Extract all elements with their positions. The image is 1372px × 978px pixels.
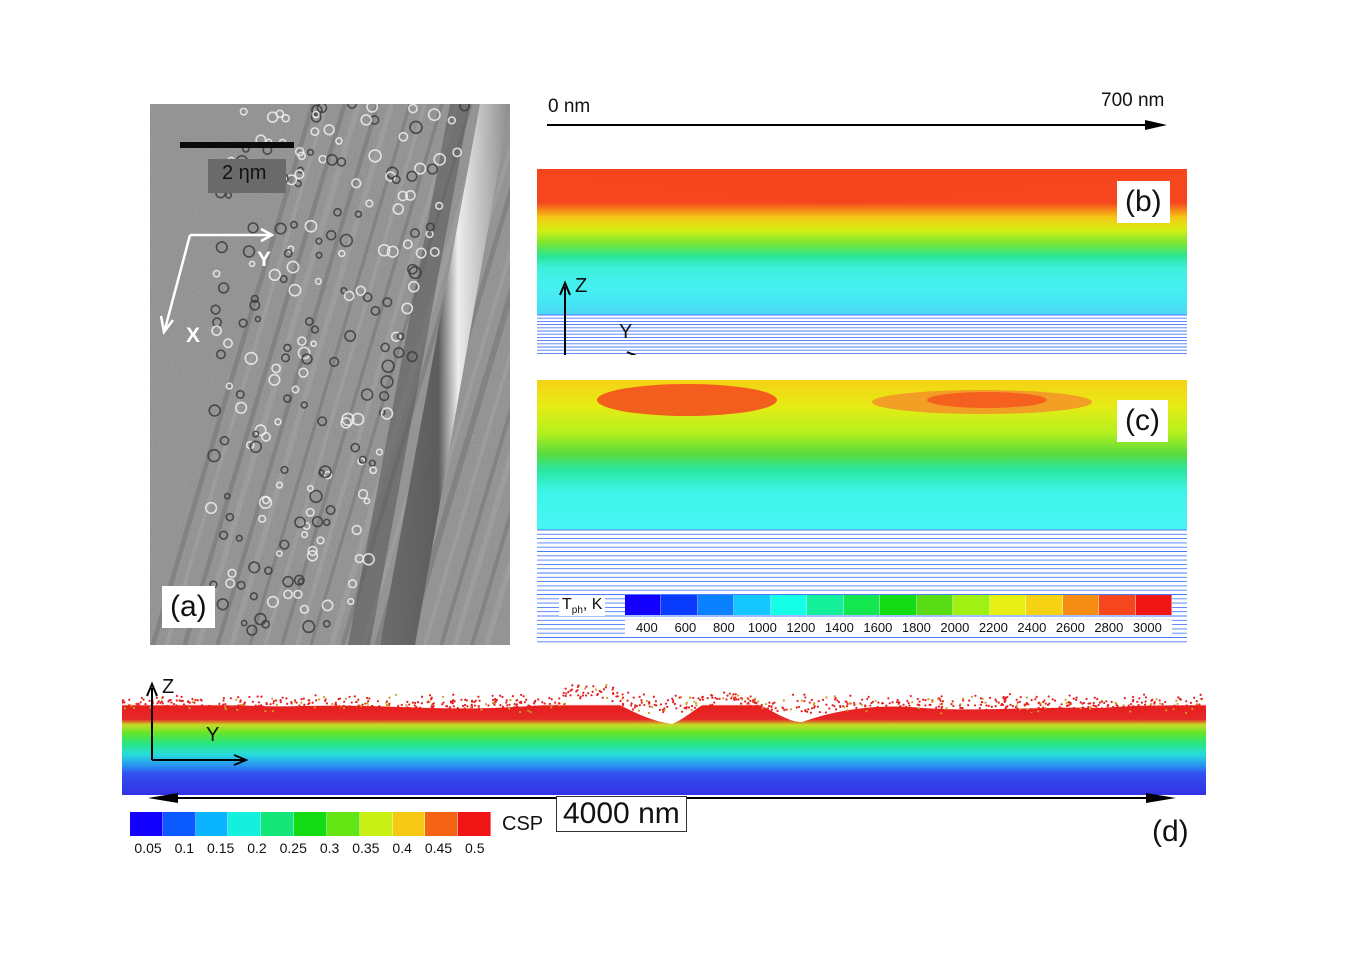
csp-legend-swatch xyxy=(392,812,426,836)
temperature-legend-swatch xyxy=(1062,595,1100,615)
csp-legend-title: CSP xyxy=(502,813,544,835)
temperature-legend-swatch xyxy=(1135,595,1173,615)
csp-legend-tick-label: 0.2 xyxy=(247,840,267,856)
zy-axes-icon-d xyxy=(146,681,249,766)
temperature-legend-tick-label: 2800 xyxy=(1094,620,1124,635)
temperature-legend-swatch xyxy=(697,595,735,615)
sem-image-panel: 2 ηm Y X (a) xyxy=(150,104,510,645)
temperature-legend-tick-label: 600 xyxy=(674,620,697,635)
bottom-scale-length: 4000 nm xyxy=(556,796,687,832)
csp-legend-swatch xyxy=(425,812,459,836)
panel-b-axis-z: Z xyxy=(575,275,588,297)
csp-legend-swatch xyxy=(162,812,196,836)
temperature-legend-swatch xyxy=(843,595,881,615)
top-scale-arrow xyxy=(547,120,1167,130)
scale-bar xyxy=(180,142,294,148)
csp-legend-swatch xyxy=(130,812,163,836)
zy-axes-icon xyxy=(559,280,637,355)
temperature-legend-swatch xyxy=(1026,595,1063,615)
temperature-legend-title: Tph, K xyxy=(559,596,606,617)
temperature-legend-tick-label: 2200 xyxy=(978,620,1008,635)
temperature-map-b: Z Y (b) xyxy=(537,169,1187,355)
csp-map-d: Z Y xyxy=(122,660,1206,795)
csp-legend-tick-label: 0.05 xyxy=(134,840,162,856)
temperature-legend-swatch xyxy=(661,595,698,615)
temperature-legend-tick-label: 1000 xyxy=(747,620,777,635)
axis-y-label: Y xyxy=(257,248,272,271)
csp-legend-tick-label: 0.4 xyxy=(392,840,412,856)
csp-legend-swatch xyxy=(228,812,262,836)
top-scale-start: 0 nm xyxy=(548,96,591,117)
temperature-map-c: (c) Tph, K 400 600 800 1000 1200 1400 1600 1800… xyxy=(537,380,1187,644)
temperature-legend-tick-label: 1800 xyxy=(901,620,931,635)
temperature-legend-swatch xyxy=(807,595,844,615)
csp-legend-tick-label: 0.5 xyxy=(465,840,485,856)
csp-legend-tick-label: 0.1 xyxy=(174,840,195,856)
csp-legend-swatch xyxy=(326,812,360,836)
csp-legend-swatch xyxy=(359,812,393,836)
csp-legend-tick-label: 0.25 xyxy=(279,840,307,856)
temperature-legend-swatch xyxy=(953,595,990,615)
csp-legend-tick-label: 0.3 xyxy=(319,840,340,856)
temperature-legend-tick-label: 1600 xyxy=(863,620,893,635)
temperature-legend-tick-label: 400 xyxy=(636,620,658,635)
temperature-legend-tick-label: 2000 xyxy=(940,620,970,635)
temperature-legend-swatch xyxy=(625,595,662,615)
csp-legend-tick-label: 0.35 xyxy=(352,840,380,856)
temperature-legend-swatch xyxy=(770,595,808,615)
panel-d-label: (d) xyxy=(1152,815,1189,848)
csp-legend-tick-label: 0.45 xyxy=(424,840,453,856)
temperature-legend-tick-label: 2400 xyxy=(1017,620,1047,635)
csp-tick-labels: 0.05 0.1 0.15 0.2 0.25 0.3 0.35 0.4 0.45 0.5 xyxy=(130,840,491,858)
panel-b-axis-y: Y xyxy=(619,321,633,343)
temperature-legend-tick-label: 1200 xyxy=(786,620,816,635)
csp-legend-swatch xyxy=(458,812,491,836)
temperature-legend-tick-label: 800 xyxy=(713,620,735,635)
temperature-legend-swatch xyxy=(916,595,954,615)
xy-axes-icon xyxy=(159,227,275,336)
csp-colorbar xyxy=(130,812,491,836)
temperature-legend-swatch xyxy=(1099,595,1136,615)
csp-legend-tick-label: 0.15 xyxy=(207,840,235,856)
panel-b-label: (b) xyxy=(1117,181,1170,223)
panel-d-axis-z: Z xyxy=(162,676,175,698)
scale-bar-label: 2 ηm xyxy=(222,162,267,184)
temperature-tick-labels: 400 600 800 1000 1200 1400 1600 1800 2000 2200 240… xyxy=(625,620,1172,636)
temperature-legend-swatch xyxy=(880,595,917,615)
temperature-legend-swatch xyxy=(989,595,1027,615)
csp-legend-swatch xyxy=(261,812,295,836)
csp-legend-swatch xyxy=(195,812,229,836)
panel-c-label: (c) xyxy=(1117,400,1168,442)
temperature-legend-tick-label: 1400 xyxy=(824,620,854,635)
panel-d-axis-y: Y xyxy=(206,724,220,746)
top-scale-end: 700 nm xyxy=(1101,90,1165,111)
panel-a-label: (a) xyxy=(162,586,215,628)
temperature-legend-tick-label: 2600 xyxy=(1055,620,1085,635)
temperature-legend-tick-label: 3000 xyxy=(1132,620,1162,635)
csp-legend-swatch xyxy=(294,812,327,836)
axis-x-label: X xyxy=(186,324,201,347)
temperature-colorbar xyxy=(625,595,1173,615)
temperature-legend-swatch xyxy=(734,595,771,615)
